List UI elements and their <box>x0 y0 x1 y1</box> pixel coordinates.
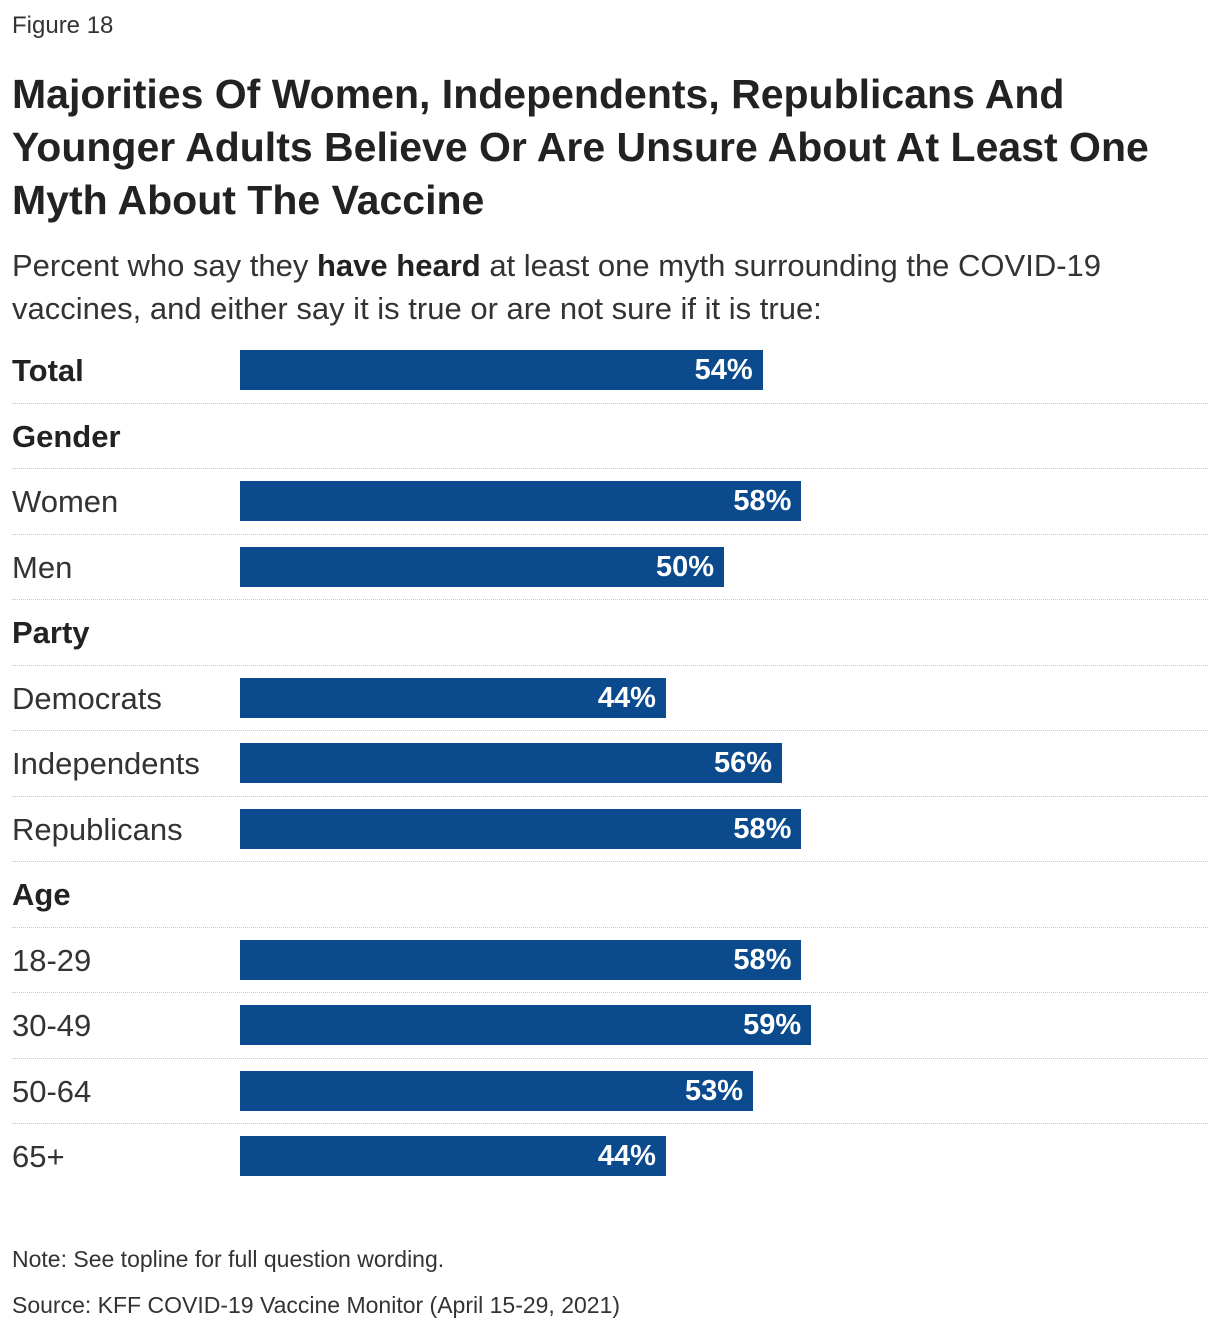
bar-value-label: 58% <box>733 812 792 845</box>
bar: 53% <box>240 1070 754 1111</box>
bar-value-label: 56% <box>714 747 773 779</box>
bar-row: Total 54% <box>12 338 1208 404</box>
bar: 54% <box>240 350 763 390</box>
bar-value-label: 50% <box>655 550 714 583</box>
chart-title: Majorities Of Women, Independents, Repub… <box>12 71 1149 223</box>
group-heading-label: Party <box>12 615 90 650</box>
subtitle-text-end: at least one myth surrounding the COVID-… <box>12 248 1102 326</box>
bar: 44% <box>240 677 666 718</box>
subtitle-emphasis: have heard <box>317 248 481 283</box>
category-label: Men <box>12 549 73 585</box>
bar-row: 30-49 59% <box>12 993 1208 1059</box>
category-label: Women <box>12 484 119 519</box>
bar-row: 50-64 53% <box>12 1059 1208 1124</box>
bar-value-label: 53% <box>684 1074 744 1107</box>
bar-row: Women 58% <box>12 469 1208 535</box>
chart-subtitle: Percent who say they have heard at least… <box>12 244 1202 330</box>
group-heading-row: Age <box>12 862 1208 928</box>
bar-value-label: 58% <box>733 485 792 517</box>
group-heading-label: Age <box>12 877 71 912</box>
group-heading-row: Party <box>12 600 1208 666</box>
group-heading-label: Gender <box>12 418 121 454</box>
bar-row: Republicans 58% <box>12 797 1208 862</box>
bar-row: Men 50% <box>12 535 1208 600</box>
subtitle-text-start: Percent who say they <box>12 248 317 283</box>
bar-value-label: 59% <box>743 1009 802 1041</box>
bar: 59% <box>240 1005 812 1045</box>
bar: 58% <box>240 939 802 980</box>
bar-row: Independents 56% <box>12 731 1208 797</box>
category-label: 65+ <box>12 1139 65 1174</box>
bar: 58% <box>240 481 802 521</box>
category-label: Independents <box>12 746 200 781</box>
category-label: Republicans <box>12 811 183 847</box>
bar: 58% <box>240 808 802 849</box>
bar-value-label: 58% <box>733 943 792 976</box>
bar-row: 18-29 58% <box>12 928 1208 993</box>
bar: 56% <box>240 743 783 783</box>
category-label: Total <box>12 353 84 388</box>
bar-row: Democrats 44% <box>12 666 1208 731</box>
group-heading-row: Gender <box>12 404 1208 469</box>
bar-value-label: 54% <box>694 354 753 386</box>
chart-source: Source: KFF COVID-19 Vaccine Monitor (Ap… <box>12 1292 621 1318</box>
figure-label: Figure 18 <box>12 12 114 39</box>
bar-row: 65+ 44% <box>12 1124 1208 1190</box>
bar-value-label: 44% <box>597 1140 656 1172</box>
bar-value-label: 44% <box>597 681 656 714</box>
bar: 50% <box>240 546 724 587</box>
category-label: 18-29 <box>12 942 92 978</box>
category-label: 30-49 <box>12 1008 92 1043</box>
chart-note: Note: See topline for full question word… <box>12 1246 445 1272</box>
bar-chart: Total 54% Gender Women 58% Men 50% Party Democra… <box>12 338 1208 1190</box>
bar: 44% <box>240 1136 666 1176</box>
category-label: Democrats <box>12 680 162 716</box>
category-label: 50-64 <box>12 1073 92 1109</box>
